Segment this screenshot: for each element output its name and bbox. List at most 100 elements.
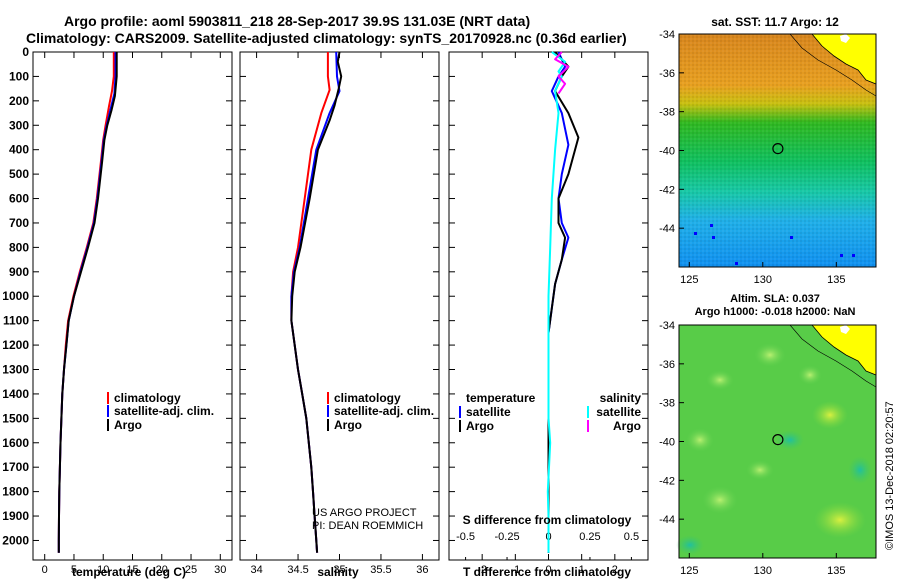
x-tick-label: 10 xyxy=(97,564,109,576)
y-tick-label: 500 xyxy=(9,167,29,181)
y-tick-label: 1200 xyxy=(2,338,29,352)
difference-legend: temperature satellite Argo salinity sate… xyxy=(459,391,642,433)
map-y-tick-label: -36 xyxy=(659,68,675,80)
salinity-axis-ticks: 34 34.5 35 35.5 36 xyxy=(250,52,429,576)
map-y-tick-label: -34 xyxy=(659,320,675,332)
legend-label-argo: Argo xyxy=(334,418,362,432)
map-y-tick-label: -42 xyxy=(659,475,675,487)
sla-eddy xyxy=(702,486,738,514)
legend-label-s-argo: Argo xyxy=(613,419,641,433)
y-tick-label: 0 xyxy=(22,45,29,59)
sla-map-panel: Altim. SLA: 0.037 Argo h1000: -0.018 h20… xyxy=(659,293,877,577)
salinity-plot-frame xyxy=(239,51,440,561)
sla-eddy xyxy=(746,460,774,480)
x-tick-label: 0 xyxy=(42,564,48,576)
legend-label-s-satellite: satellite xyxy=(596,405,641,419)
sst-argo-marker xyxy=(772,143,784,155)
map-y-tick-label: -36 xyxy=(659,359,675,371)
sst-map-title: sat. SST: 11.7 Argo: 12 xyxy=(711,15,839,29)
y-tick-label: 1600 xyxy=(2,436,29,450)
x-tick-label: 34 xyxy=(250,564,262,576)
map-x-tick-label: 135 xyxy=(827,565,845,577)
y-tick-label: 800 xyxy=(9,240,29,254)
map-y-tick-label: -34 xyxy=(659,29,675,41)
sst-map-panel: sat. SST: 11.7 Argo: 12 125 130 135 -34 -36 -… xyxy=(659,15,877,286)
sla-eddy xyxy=(776,430,804,450)
sla-heatmap xyxy=(676,324,877,558)
x-tick-label: 35.5 xyxy=(370,564,391,576)
x-tick-label: -2 xyxy=(477,564,487,576)
x-tick-label: 0 xyxy=(545,564,551,576)
y-tick-label: 700 xyxy=(9,216,29,230)
map-y-tick-label: -42 xyxy=(659,184,675,196)
s-difference-axis-ticks: -0.5 -0.25 0 0.25 0.5 xyxy=(456,531,639,560)
map-y-tick-label: -44 xyxy=(659,223,675,235)
sst-cold-speck xyxy=(840,254,843,257)
y-tick-label: 1300 xyxy=(2,363,29,377)
temperature-plot-frame xyxy=(32,51,233,561)
salinity-legend: climatology satellite-adj. clim. Argo xyxy=(327,391,434,432)
x-tick-label: 1 xyxy=(579,564,585,576)
map-x-tick-label: 130 xyxy=(754,565,772,577)
map-x-tick-label: 125 xyxy=(680,274,698,286)
sla-shelf-line xyxy=(789,324,877,388)
temperature-axis-ticks: 0 5 10 15 20 25 30 xyxy=(42,52,226,576)
t-difference-xlabel: T difference from climatology xyxy=(463,565,631,579)
y-tick-label: 200 xyxy=(9,94,29,108)
temperature-legend: climatology satellite-adj. clim. Argo xyxy=(107,391,214,432)
sla-map-title-line2: Argo h1000: -0.018 h2000: NaN xyxy=(695,306,856,318)
series-line-argo xyxy=(57,52,118,553)
credit-line2: PI: DEAN ROEMMICH xyxy=(312,520,423,532)
legend-title-salinity: salinity xyxy=(600,391,642,405)
temperature-panel: 0100200300400500600700800900100011001200… xyxy=(2,45,233,579)
y-tick-label: 100 xyxy=(9,69,29,83)
sla-eddy xyxy=(754,343,786,367)
series-line-s-argo xyxy=(554,51,570,95)
temperature-xlabel: temperature (deg C) xyxy=(72,565,186,579)
y-tick-label: 300 xyxy=(9,118,29,132)
salinity-y-ticks xyxy=(240,51,439,541)
sla-eddy xyxy=(676,535,704,555)
s-difference-xlabel: S difference from climatology xyxy=(463,513,632,527)
x-tick-label: 2 xyxy=(612,564,618,576)
x2-tick-label: -0.5 xyxy=(456,531,475,543)
y-tick-label: 1500 xyxy=(2,411,29,425)
map-y-tick-label: -38 xyxy=(659,398,675,410)
sst-coast-detail xyxy=(840,34,850,43)
sla-eddy xyxy=(812,401,848,429)
legend-label-argo: Argo xyxy=(114,418,142,432)
sst-heatmap xyxy=(679,33,877,267)
sla-eddy xyxy=(686,428,714,452)
difference-panel: -2 -1 0 1 2 -0.5 -0.25 0 0.25 0.5 T difference f… xyxy=(448,51,649,579)
sst-cold-speck xyxy=(694,232,697,235)
page-title-line1: Argo profile: aoml 5903811_218 28-Sep-20… xyxy=(64,13,531,29)
difference-y-ticks xyxy=(449,51,648,541)
x-tick-label: -1 xyxy=(510,564,520,576)
legend-label-climatology: climatology xyxy=(334,391,401,405)
y-tick-label: 1700 xyxy=(2,460,29,474)
sst-cold-speck xyxy=(852,254,855,257)
sst-map-ticks: 125 130 135 -34 -36 -38 -40 -42 -44 xyxy=(659,29,845,286)
series-line-argo xyxy=(290,51,343,553)
y-tick-label: 2000 xyxy=(2,533,29,547)
y-tick-label: 1400 xyxy=(2,387,29,401)
salinity-panel: 34 34.5 35 35.5 36 salinity climatology sate… xyxy=(239,51,440,579)
legend-label-climatology: climatology xyxy=(114,391,181,405)
page-title-line2: Climatology: CARS2009. Satellite-adjuste… xyxy=(26,30,627,46)
difference-lines xyxy=(546,51,580,553)
sst-cold-speck xyxy=(712,236,715,239)
x-tick-label: 25 xyxy=(185,564,197,576)
map-y-tick-label: -38 xyxy=(659,107,675,119)
sla-eddy xyxy=(798,365,822,385)
y-tick-label: 1000 xyxy=(2,289,29,303)
sla-eddy xyxy=(814,502,866,538)
legend-label-t-argo: Argo xyxy=(466,419,494,433)
map-y-tick-label: -44 xyxy=(659,514,675,526)
sst-cold-speck xyxy=(790,236,793,239)
map-x-tick-label: 125 xyxy=(680,565,698,577)
sla-argo-marker xyxy=(772,434,784,446)
sst-shelf-line xyxy=(789,33,877,97)
sla-map-title-line1: Altim. SLA: 0.037 xyxy=(730,293,820,305)
x-tick-label: 15 xyxy=(126,564,138,576)
